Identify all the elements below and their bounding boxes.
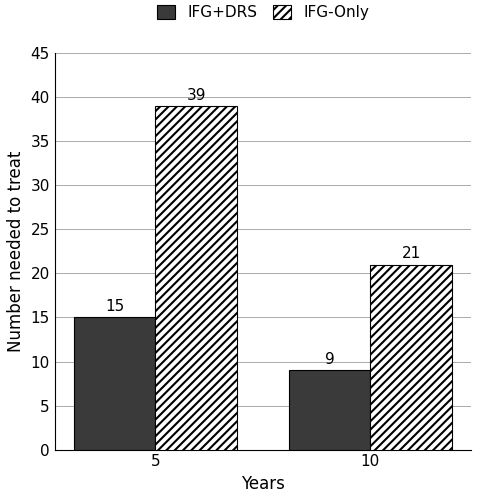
Text: 21: 21 — [402, 246, 421, 261]
Legend: IFG+DRS, IFG-Only: IFG+DRS, IFG-Only — [157, 6, 369, 20]
Bar — [289, 370, 370, 450]
X-axis label: Years: Years — [241, 475, 285, 493]
Bar — [370, 264, 452, 450]
Text: 39: 39 — [186, 88, 206, 102]
Text: 15: 15 — [105, 299, 124, 314]
Y-axis label: Number needed to treat: Number needed to treat — [7, 150, 25, 352]
Text: 9: 9 — [325, 352, 335, 367]
Bar — [74, 318, 155, 450]
Bar — [155, 106, 237, 450]
